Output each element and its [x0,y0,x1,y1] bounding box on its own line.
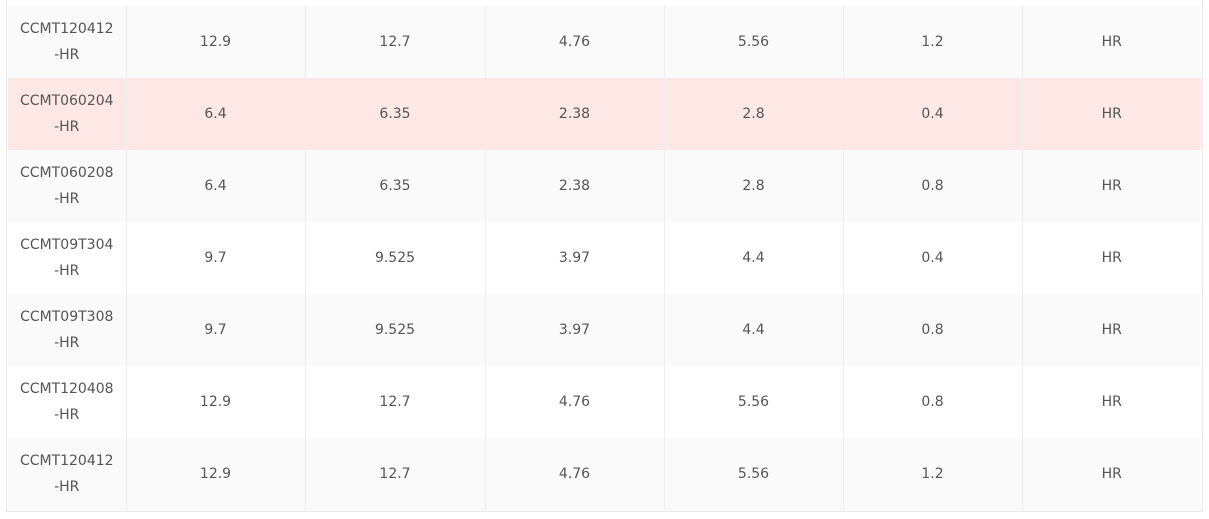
value-cell: 9.525 [304,294,485,366]
value-cell: 12.9 [125,6,305,78]
value-cell: 12.7 [304,6,485,78]
value-cell: 12.7 [304,366,485,438]
value-cell: 4.76 [484,366,664,438]
value-cell: HR [1021,438,1201,510]
model-cell: CCMT09T304-HR [8,222,126,294]
value-cell: 2.38 [484,78,664,150]
value-cell: 0.8 [842,366,1022,438]
spec-table: CCMT120412-HR 12.9 12.7 4.76 5.56 1.2 HR CCMT06… [8,6,1201,510]
model-cell: CCMT120408-HR [8,366,126,438]
value-cell: 9.7 [125,222,305,294]
value-cell: 0.4 [842,222,1022,294]
value-cell: 0.4 [842,78,1022,150]
value-cell: 1.2 [842,438,1022,510]
value-cell: 5.56 [663,6,843,78]
table-row: CCMT120412-HR 12.9 12.7 4.76 5.56 1.2 HR [8,438,1201,510]
model-cell: CCMT120412-HR [8,6,126,78]
value-cell: 12.9 [125,438,305,510]
value-cell: 2.38 [484,150,664,222]
table-row: CCMT09T308-HR 9.7 9.525 3.97 4.4 0.8 HR [8,294,1201,366]
value-cell: 4.4 [663,222,843,294]
value-cell: 3.97 [484,294,664,366]
value-cell: 9.7 [125,294,305,366]
value-cell: 6.4 [125,150,305,222]
table-row: CCMT060204-HR 6.4 6.35 2.38 2.8 0.4 HR [8,78,1201,150]
table-row: CCMT120408-HR 12.9 12.7 4.76 5.56 0.8 HR [8,366,1201,438]
value-cell: 4.76 [484,6,664,78]
value-cell: 6.35 [304,78,485,150]
value-cell: 9.525 [304,222,485,294]
value-cell: 2.8 [663,78,843,150]
value-cell: 4.4 [663,294,843,366]
value-cell: 6.4 [125,78,305,150]
value-cell: 1.2 [842,6,1022,78]
model-cell: CCMT060208-HR [8,150,126,222]
value-cell: HR [1021,78,1201,150]
value-cell: 3.97 [484,222,664,294]
value-cell: 5.56 [663,438,843,510]
value-cell: 12.9 [125,366,305,438]
table-row: CCMT060208-HR 6.4 6.35 2.38 2.8 0.8 HR [8,150,1201,222]
table-body: CCMT120412-HR 12.9 12.7 4.76 5.56 1.2 HR CCMT06… [8,6,1201,510]
table-row: CCMT09T304-HR 9.7 9.525 3.97 4.4 0.4 HR [8,222,1201,294]
model-cell: CCMT120412-HR [8,438,126,510]
value-cell: 0.8 [842,150,1022,222]
value-cell: 2.8 [663,150,843,222]
value-cell: HR [1021,6,1201,78]
value-cell: HR [1021,222,1201,294]
value-cell: 5.56 [663,366,843,438]
table-frame [6,0,1203,512]
table-row: CCMT120412-HR 12.9 12.7 4.76 5.56 1.2 HR [8,6,1201,78]
model-cell: CCMT060204-HR [8,78,126,150]
value-cell: 4.76 [484,438,664,510]
value-cell: HR [1021,150,1201,222]
value-cell: 12.7 [304,438,485,510]
value-cell: 0.8 [842,294,1022,366]
value-cell: 6.35 [304,150,485,222]
value-cell: HR [1021,366,1201,438]
model-cell: CCMT09T308-HR [8,294,126,366]
value-cell: HR [1021,294,1201,366]
